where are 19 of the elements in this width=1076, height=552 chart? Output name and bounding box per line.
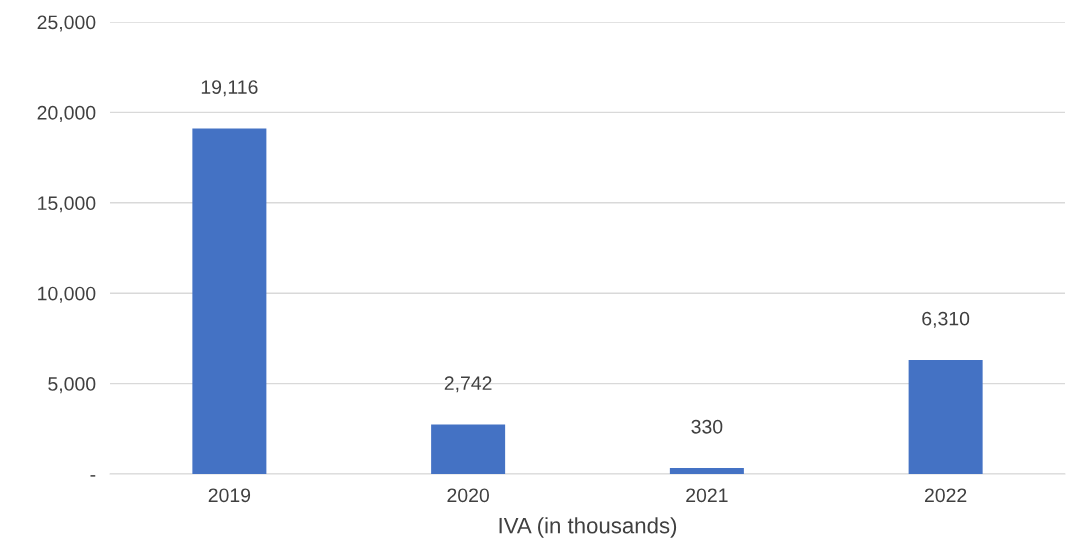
data-label: 330 (691, 419, 723, 434)
y-tick-label: 15,000 (38, 196, 96, 213)
bar (431, 424, 506, 474)
bar (669, 468, 744, 474)
y-tick-label: 20,000 (37, 105, 96, 122)
y-tick-label: - (90, 475, 96, 477)
x-tick-label: 2022 (924, 488, 967, 503)
y-tick-label: 5,000 (48, 377, 96, 394)
x-tick-label: 2020 (447, 488, 489, 503)
data-label: 6,310 (922, 311, 970, 328)
y-tick-label: 25,000 (37, 15, 96, 32)
x-axis-title: IVA (in thousands) (499, 517, 677, 538)
y-tick-label: 10,000 (38, 286, 96, 303)
data-label: 2,742 (444, 376, 492, 393)
x-tick-label: 2019 (208, 488, 251, 503)
x-tick-label: 2021 (686, 488, 728, 503)
bar (192, 128, 267, 474)
bar (908, 359, 983, 474)
data-label: 19,116 (201, 80, 258, 97)
